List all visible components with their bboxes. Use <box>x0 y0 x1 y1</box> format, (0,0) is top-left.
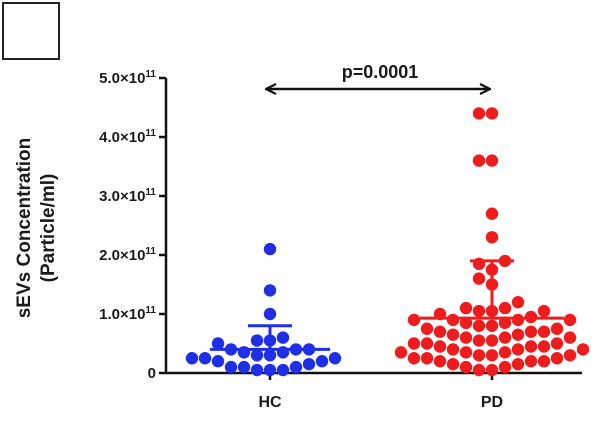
data-point-pd <box>485 319 499 332</box>
data-point-hc <box>224 360 238 374</box>
data-point-hc <box>198 352 212 365</box>
data-point-pd <box>485 154 499 167</box>
data-point-pd <box>472 363 486 377</box>
data-point-pd <box>511 313 525 327</box>
data-point-pd <box>563 313 577 327</box>
data-point-pd <box>524 355 538 368</box>
data-point-pd <box>511 328 525 341</box>
data-point-hc <box>250 334 264 347</box>
data-point-hc <box>263 242 277 256</box>
data-point-hc <box>263 307 277 321</box>
data-point-pd <box>459 301 473 315</box>
data-point-pd <box>433 325 447 338</box>
data-point-pd <box>576 343 590 356</box>
data-point-hc <box>289 360 303 374</box>
data-point-pd <box>472 349 486 362</box>
data-point-pd <box>485 363 499 377</box>
data-point-pd <box>407 352 421 365</box>
data-point-hc <box>211 337 225 350</box>
data-point-hc <box>276 363 290 377</box>
data-point-pd <box>498 346 512 359</box>
data-point-pd <box>550 352 564 365</box>
y-tick-label-2: 2.0×1011 <box>99 246 156 264</box>
data-point-hc <box>315 355 329 368</box>
y-tick-label-3: 3.0×1011 <box>99 187 156 205</box>
data-point-pd <box>472 334 486 347</box>
data-point-pd <box>459 360 473 374</box>
data-point-pd <box>446 313 460 327</box>
data-point-pd <box>459 331 473 344</box>
data-point-pd <box>394 346 408 359</box>
data-point-pd <box>485 231 499 244</box>
data-point-hc <box>211 355 225 368</box>
data-point-pd <box>498 301 512 315</box>
data-point-pd <box>459 346 473 359</box>
data-point-hc <box>237 360 251 374</box>
data-point-pd <box>446 357 460 371</box>
data-point-pd <box>485 207 499 220</box>
data-point-pd <box>498 360 512 374</box>
data-point-hc <box>185 352 199 365</box>
data-point-pd <box>433 340 447 353</box>
x-tick-label-pd: PD <box>481 394 503 411</box>
data-point-hc <box>328 352 342 365</box>
y-axis-label-line2: (Particle/ml) <box>38 174 59 283</box>
data-point-pd <box>511 343 525 356</box>
data-point-pd <box>420 352 434 365</box>
data-point-hc <box>302 357 316 371</box>
y-tick-label-4: 4.0×1011 <box>99 128 156 146</box>
x-tick-label-hc: HC <box>258 394 282 411</box>
panel-label-box <box>2 2 60 60</box>
data-point-pd <box>524 340 538 353</box>
data-point-pd <box>472 107 486 120</box>
data-point-pd <box>485 107 499 120</box>
data-point-pd <box>485 334 499 347</box>
data-point-pd <box>524 325 538 338</box>
data-point-pd <box>472 304 486 318</box>
data-point-pd <box>537 304 551 318</box>
data-point-pd <box>563 349 577 362</box>
y-tick-label-0: 0 <box>148 365 156 382</box>
data-point-pd <box>407 313 421 327</box>
data-point-hc <box>250 349 264 362</box>
data-point-pd <box>420 322 434 335</box>
data-point-pd <box>537 340 551 353</box>
data-point-pd <box>472 319 486 332</box>
data-point-hc <box>263 363 277 377</box>
y-axis-label-line1: sEVs Concentration <box>14 138 35 319</box>
data-point-hc <box>263 349 277 362</box>
data-point-pd <box>459 316 473 330</box>
data-point-hc <box>276 331 290 344</box>
y-tick-label-5: 5.0×1011 <box>99 69 156 87</box>
data-point-pd <box>537 355 551 368</box>
data-point-pd <box>472 154 486 167</box>
data-point-pd <box>537 325 551 338</box>
data-point-pd <box>498 331 512 344</box>
p-value-annotation: p=0.0001 <box>342 62 419 82</box>
data-point-pd <box>446 328 460 341</box>
data-point-hc <box>250 363 264 377</box>
data-point-pd <box>472 272 486 285</box>
data-point-pd <box>511 296 525 309</box>
data-point-pd <box>511 357 525 371</box>
data-point-pd <box>446 343 460 356</box>
data-point-pd <box>407 337 421 350</box>
data-point-pd <box>563 331 577 344</box>
data-point-pd <box>433 355 447 368</box>
y-tick-label-1: 1.0×1011 <box>99 305 156 323</box>
data-point-pd <box>550 322 564 335</box>
data-point-pd <box>498 316 512 330</box>
data-point-pd <box>420 337 434 350</box>
data-point-hc <box>263 284 277 297</box>
data-point-pd <box>485 349 499 362</box>
data-point-pd <box>550 337 564 350</box>
